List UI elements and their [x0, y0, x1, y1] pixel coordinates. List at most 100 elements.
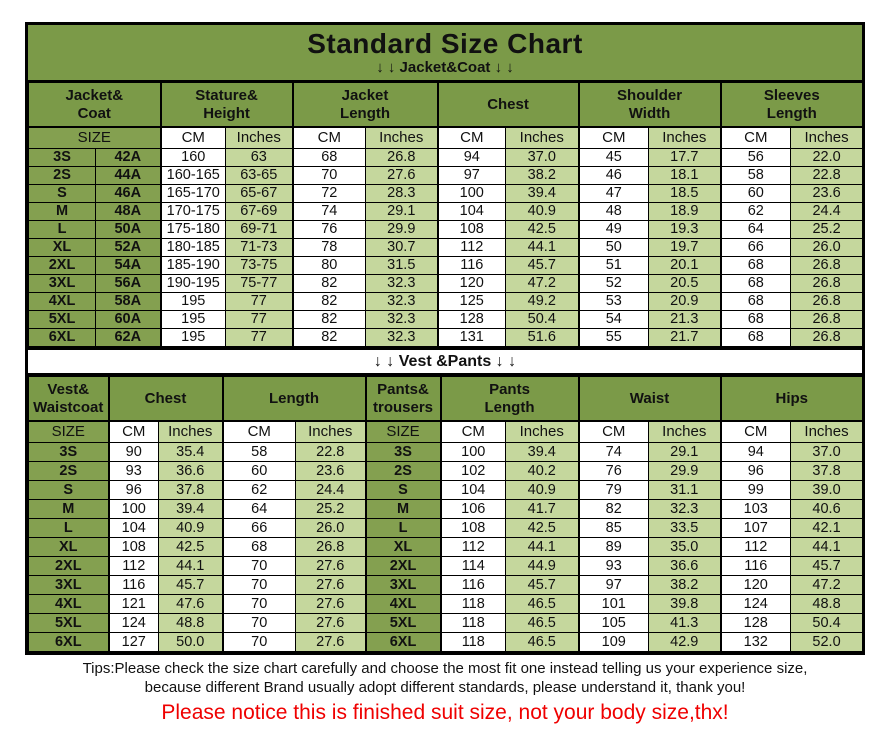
table-row: S 46A 165-170 65-67 72 28.3 100 39.4 47 18.5 60 23.… [28, 184, 864, 203]
inches-value-cell: 32.3 [647, 499, 722, 519]
cm-value-cell: 116 [439, 575, 506, 595]
inches-value-cell: 48.8 [158, 613, 223, 633]
vest-pants-size-table: Vest& Waistcoat Chest Length Pants& trousers P… [28, 376, 864, 652]
cm-value-cell: 89 [577, 537, 649, 557]
cm-value-cell: 46 [577, 166, 650, 185]
cm-value-cell: 49 [577, 220, 650, 239]
cm-value-cell: 97 [436, 166, 507, 185]
cm-value-cell: 56 [719, 148, 792, 167]
chart-title-block: Standard Size Chart ↓ ↓ Jacket&Coat ↓ ↓ [28, 25, 862, 82]
unit-header: Inches [295, 420, 366, 443]
unit-header: CM [159, 126, 227, 149]
cm-value-cell: 112 [439, 537, 506, 557]
cm-value-cell: 74 [577, 442, 649, 462]
inches-value-cell: 44.1 [505, 238, 580, 257]
cm-value-cell: 185-190 [159, 256, 227, 275]
table-row: 3S 42A 160 63 68 26.8 94 37.0 45 17.7 56 22.0 [28, 148, 864, 167]
inches-value-cell: 32.3 [365, 274, 439, 293]
inches-value-cell: 38.2 [505, 166, 580, 185]
column-group-row: Jacket& Coat Stature& Height Jacket Length Che… [27, 82, 864, 128]
inches-value-cell: 44.1 [790, 537, 864, 557]
size-cell: 3S [28, 148, 96, 167]
cm-value-cell: 128 [719, 613, 792, 633]
unit-header-row: SIZE CM Inches CM Inches CM Inches CM Inches CM In… [27, 126, 864, 149]
cm-value-cell: 68 [221, 537, 296, 557]
inches-value-cell: 47.2 [790, 575, 864, 595]
cm-value-cell: 68 [719, 256, 792, 275]
cm-value-cell: 74 [291, 202, 367, 221]
cm-value-cell: 76 [577, 461, 649, 481]
inches-value-cell: 29.1 [647, 442, 722, 462]
cm-value-cell: 165-170 [159, 184, 227, 203]
unit-header: CM [221, 420, 296, 443]
inches-value-cell: 40.9 [505, 202, 580, 221]
inches-value-cell: 25.2 [295, 499, 366, 519]
size-cell: L [28, 518, 109, 538]
inches-value-cell: 26.8 [365, 148, 439, 167]
inches-value-cell: 22.8 [790, 166, 864, 185]
inches-value-cell: 46.5 [505, 594, 579, 614]
cm-value-cell: 68 [719, 274, 792, 293]
size-cell: 3XL [28, 274, 96, 293]
inches-value-cell: 37.8 [790, 461, 864, 481]
cm-value-cell: 78 [291, 238, 367, 257]
inches-value-cell: 32.3 [365, 310, 439, 329]
table-row: XL 52A 180-185 71-73 78 30.7 112 44.1 50 19.7 66 26… [28, 238, 864, 257]
cm-value-cell: 68 [719, 328, 792, 347]
cm-value-cell: 112 [719, 537, 792, 557]
unit-header: CM [577, 420, 649, 443]
jacket-size-table: Jacket& Coat Stature& Height Jacket Length Che… [27, 82, 864, 347]
inches-value-cell: 29.9 [365, 220, 439, 239]
cm-value-cell: 60 [719, 184, 792, 203]
table-row: 5XL 60A 195 77 82 32.3 128 50.4 54 21.3 68 26.8 [28, 310, 864, 329]
inches-value-cell: 29.1 [365, 202, 439, 221]
size-cell: 6XL [28, 632, 109, 652]
cm-value-cell: 131 [436, 328, 507, 347]
inches-value-cell: 40.9 [158, 518, 223, 538]
finished-size-notice: Please notice this is finished suit size… [161, 701, 729, 724]
cm-value-cell: 68 [719, 292, 792, 311]
cm-value-cell: 116 [107, 575, 159, 595]
size-cell: 4XL [28, 594, 109, 614]
table-row: 2S 44A 160-165 63-65 70 27.6 97 38.2 46 18.1 58 22.… [28, 166, 864, 185]
table-row: M 48A 170-175 67-69 74 29.1 104 40.9 48 18.9 62 24.… [28, 202, 864, 221]
inches-value-cell: 45.7 [505, 256, 580, 275]
inches-value-cell: 44.9 [505, 556, 579, 576]
inches-value-cell: 75-77 [225, 274, 294, 293]
size-cell: XL [28, 537, 109, 557]
inches-value-cell: 22.0 [790, 148, 864, 167]
cm-value-cell: 108 [107, 537, 159, 557]
table-row: 4XL 121 47.6 70 27.6 4XL 118 46.5 101 39.8 124 48.8 [28, 594, 864, 614]
cm-value-cell: 51 [577, 256, 650, 275]
cm-value-cell: 93 [107, 461, 159, 481]
size-cell: XL [28, 238, 96, 257]
cm-value-cell: 116 [719, 556, 792, 576]
cm-value-cell: 62 [221, 480, 296, 500]
inches-value-cell: 20.9 [648, 292, 722, 311]
size-cell: 50A [94, 220, 162, 239]
size-cell: S [28, 480, 109, 500]
cm-value-cell: 70 [221, 632, 296, 652]
cm-value-cell: 195 [159, 328, 227, 347]
inches-value-cell: 45.7 [505, 575, 579, 595]
cm-value-cell: 55 [577, 328, 650, 347]
table-row: M 100 39.4 64 25.2 M 106 41.7 82 32.3 103 40.6 [28, 499, 864, 519]
size-cell: 2S [28, 166, 96, 185]
inches-value-cell: 23.6 [790, 184, 864, 203]
inches-value-cell: 50.0 [158, 632, 223, 652]
inches-value-cell: 27.6 [295, 575, 366, 595]
size-cell: 2S [28, 461, 109, 481]
size-cell: 42A [94, 148, 162, 167]
table-row: 5XL 124 48.8 70 27.6 5XL 118 46.5 105 41.3 128 50.4 [28, 613, 864, 633]
inches-value-cell: 24.4 [295, 480, 366, 500]
unit-header: CM [577, 126, 650, 149]
column-group-header: Sleeves Length [719, 82, 864, 128]
cm-value-cell: 97 [577, 575, 649, 595]
cm-value-cell: 127 [107, 632, 159, 652]
cm-value-cell: 94 [436, 148, 507, 167]
unit-header: CM [719, 126, 792, 149]
table-row: 2XL 54A 185-190 73-75 80 31.5 116 45.7 51 20.1 68 2… [28, 256, 864, 275]
size-cell: 2XL [28, 556, 109, 576]
cm-value-cell: 112 [107, 556, 159, 576]
size-cell: 3XL [364, 575, 441, 595]
